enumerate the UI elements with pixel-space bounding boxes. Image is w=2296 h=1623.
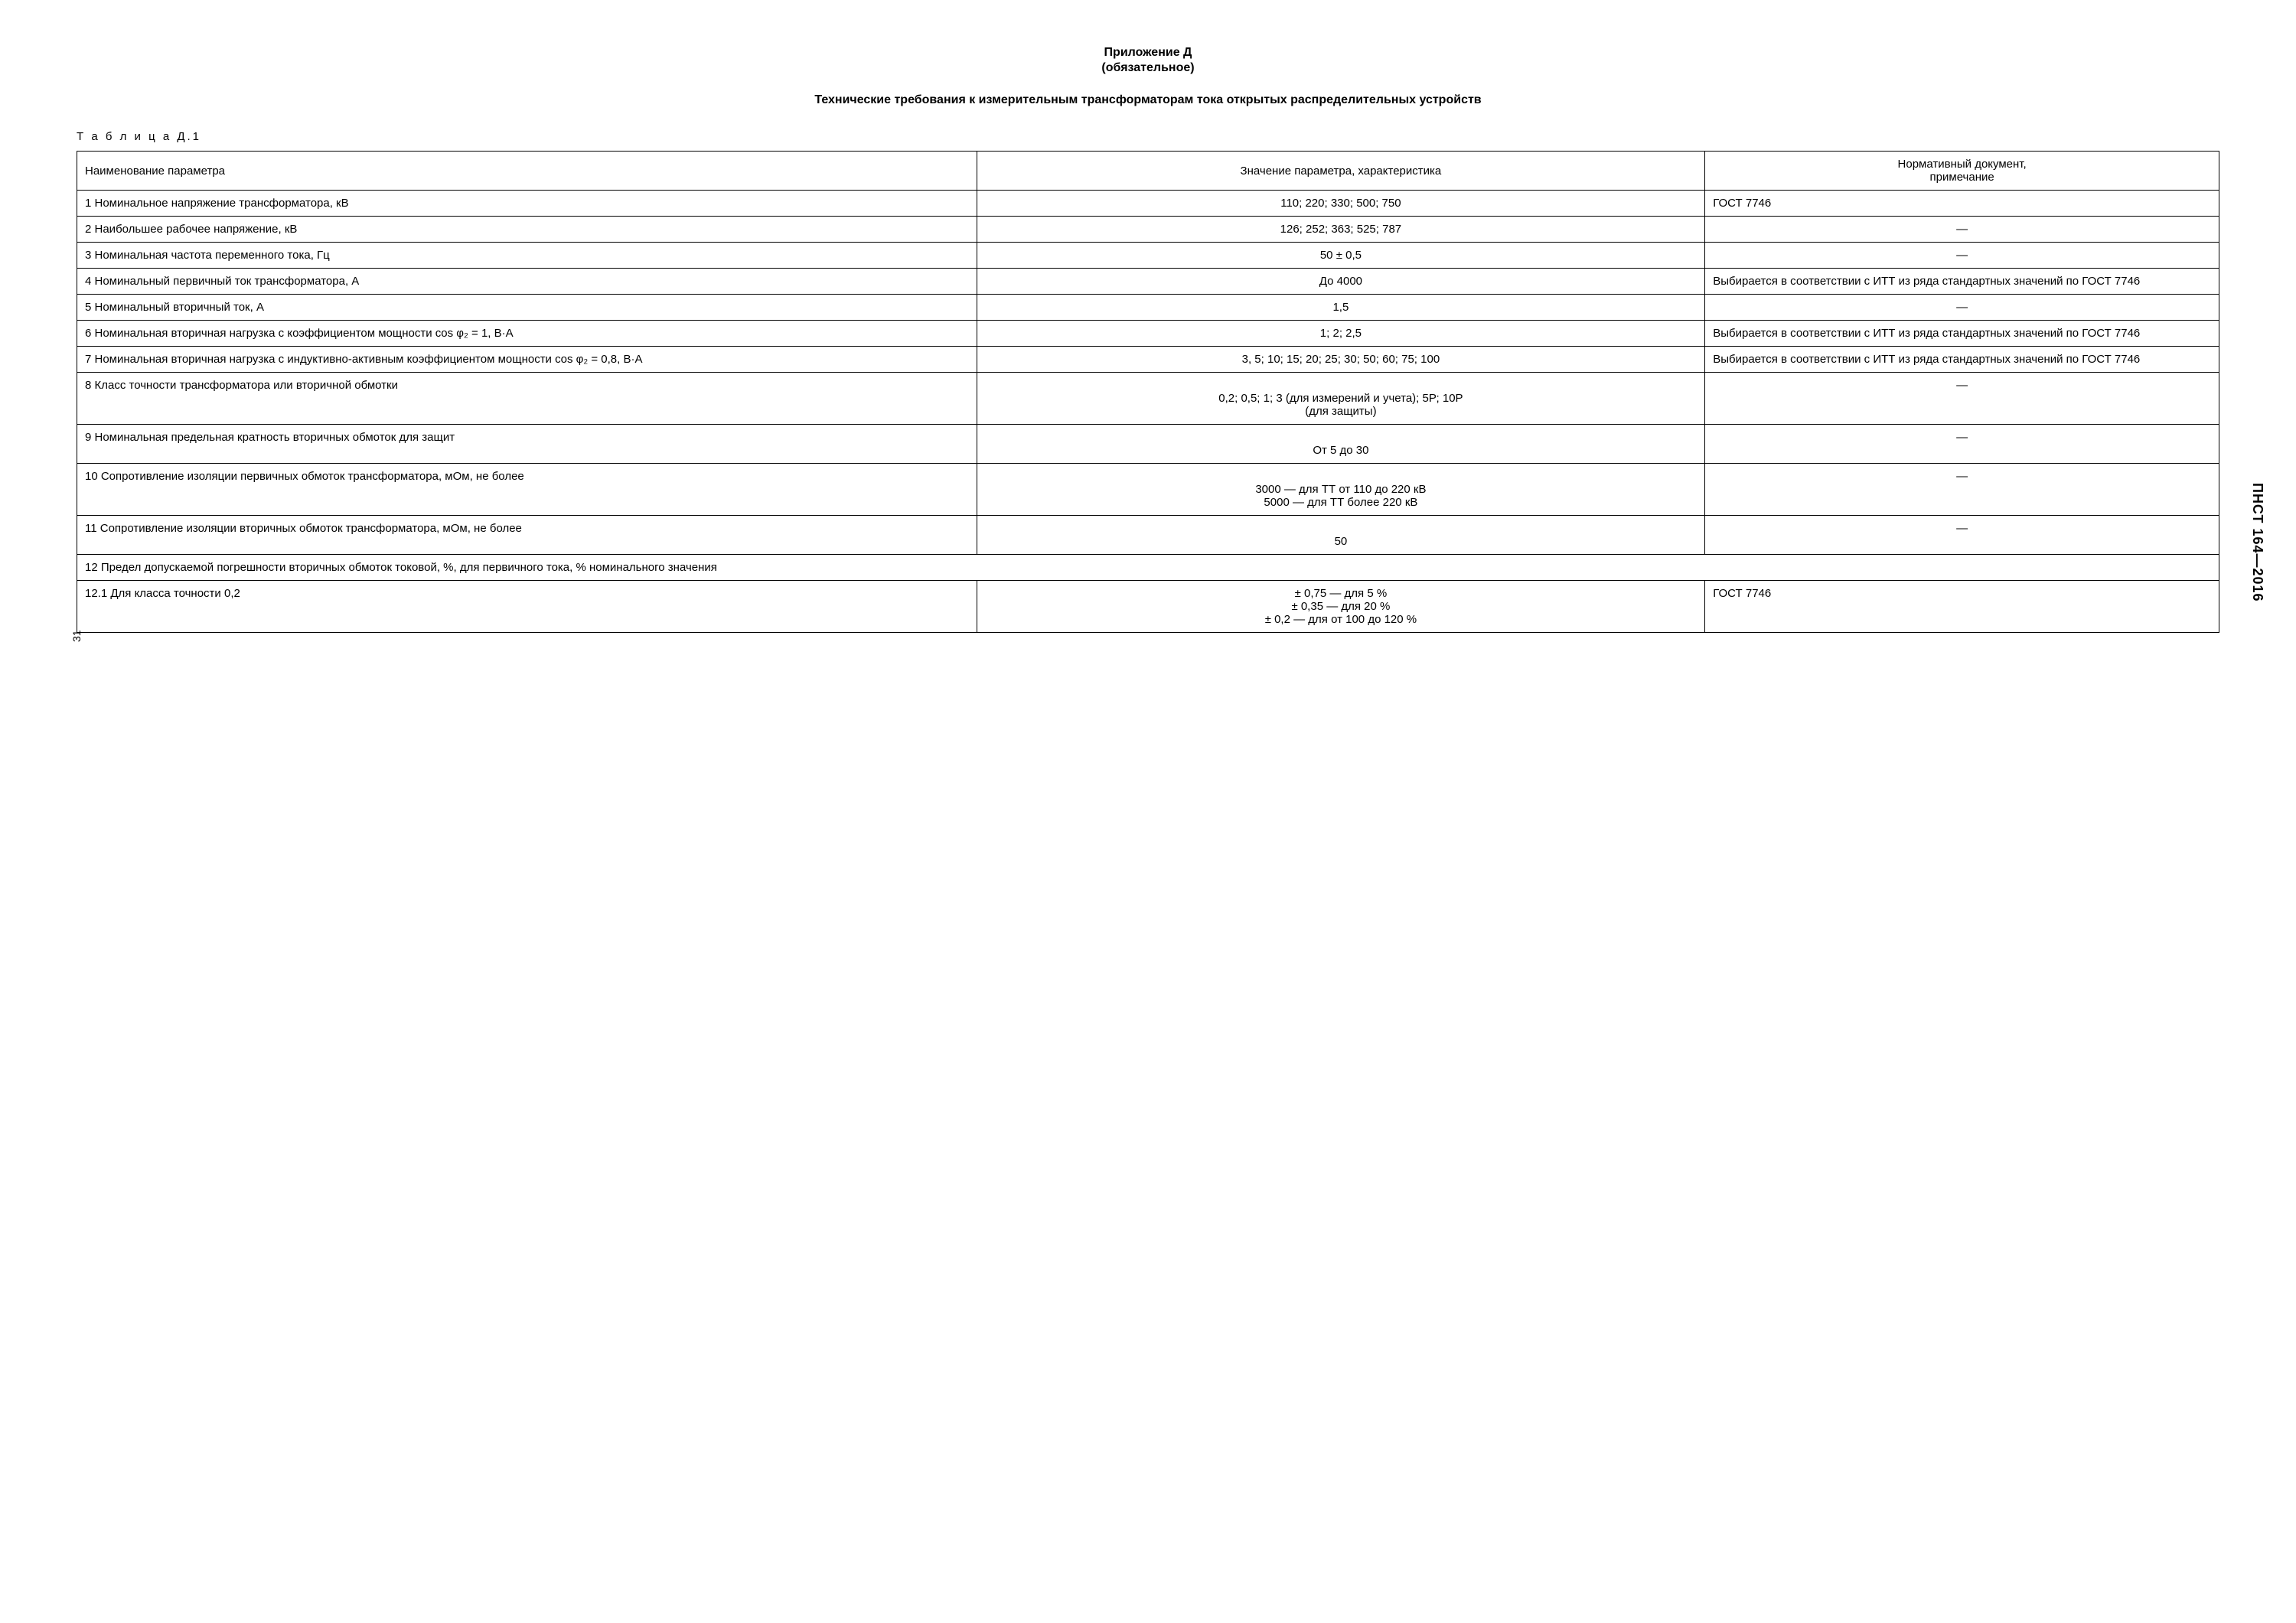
col-header-name: Наименование параметра [77, 152, 977, 191]
cell-value: 3000 — для ТТ от 110 до 220 кВ 5000 — дл… [977, 464, 1705, 516]
col-header-note: Нормативный документ, примечание [1705, 152, 2219, 191]
cell-note: Выбирается в соответствии с ИТТ из ряда … [1705, 347, 2219, 373]
cell-value: 1; 2; 2,5 [977, 321, 1705, 347]
cell-note: — [1705, 373, 2219, 425]
header-block: Приложение Д (обязательное) Технические … [77, 46, 2219, 107]
cell-value: ± 0,75 — для 5 % ± 0,35 — для 20 % ± 0,2… [977, 581, 1705, 633]
appendix-mandatory: (обязательное) [77, 61, 2219, 75]
cell-value: 110; 220; 330; 500; 750 [977, 191, 1705, 217]
cell-name: 7 Номинальная вторичная нагрузка с индук… [77, 347, 977, 373]
table-row: 11 Сопротивление изоляции вторичных обмо… [77, 516, 2219, 555]
cell-value: 126; 252; 363; 525; 787 [977, 217, 1705, 243]
cell-name: 4 Номинальный первичный ток трансформато… [77, 269, 977, 295]
cell-name: 9 Номинальная предельная кратность втори… [77, 425, 977, 464]
appendix-title: Приложение Д [77, 46, 2219, 60]
section-title: Технические требования к измерительным т… [77, 93, 2219, 107]
page-number: 31 [70, 630, 83, 642]
document-code: ПНСТ 164—2016 [2249, 483, 2265, 602]
cell-name: 2 Наибольшее рабочее напряжение, кВ [77, 217, 977, 243]
cell-value: 0,2; 0,5; 1; 3 (для измерений и учета); … [977, 373, 1705, 425]
cell-value: От 5 до 30 [977, 425, 1705, 464]
table-row: 3 Номинальная частота переменного тока, … [77, 243, 2219, 269]
cell-value: 50 ± 0,5 [977, 243, 1705, 269]
cell-note: — [1705, 516, 2219, 555]
parameters-table: Наименование параметра Значение параметр… [77, 151, 2219, 633]
cell-note: — [1705, 295, 2219, 321]
table-row: 12.1 Для класса точности 0,2 ± 0,75 — дл… [77, 581, 2219, 633]
col-header-value: Значение параметра, характеристика [977, 152, 1705, 191]
table-row: 7 Номинальная вторичная нагрузка с индук… [77, 347, 2219, 373]
cell-value: 50 [977, 516, 1705, 555]
cell-span: 12 Предел допускаемой погрешности вторич… [77, 555, 2219, 581]
table-row-span: 12 Предел допускаемой погрешности вторич… [77, 555, 2219, 581]
cell-note: Выбирается в соответствии с ИТТ из ряда … [1705, 269, 2219, 295]
table-caption-text: Т а б л и ц а Д.1 [77, 130, 201, 143]
cell-name: 11 Сопротивление изоляции вторичных обмо… [77, 516, 977, 555]
cell-note: ГОСТ 7746 [1705, 191, 2219, 217]
cell-note: Выбирается в соответствии с ИТТ из ряда … [1705, 321, 2219, 347]
table-row: 5 Номинальный вторичный ток, А 1,5 — [77, 295, 2219, 321]
table-row: 1 Номинальное напряжение трансформатора,… [77, 191, 2219, 217]
cell-name: 5 Номинальный вторичный ток, А [77, 295, 977, 321]
table-caption: Т а б л и ц а Д.1 [77, 130, 2219, 143]
cell-name: 6 Номинальная вторичная нагрузка с коэфф… [77, 321, 977, 347]
cell-name: 12.1 Для класса точности 0,2 [77, 581, 977, 633]
cell-value: 3, 5; 10; 15; 20; 25; 30; 50; 60; 75; 10… [977, 347, 1705, 373]
table-row: 6 Номинальная вторичная нагрузка с коэфф… [77, 321, 2219, 347]
cell-note: — [1705, 464, 2219, 516]
table-row: 10 Сопротивление изоляции первичных обмо… [77, 464, 2219, 516]
cell-name: 3 Номинальная частота переменного тока, … [77, 243, 977, 269]
cell-name: 8 Класс точности трансформатора или втор… [77, 373, 977, 425]
cell-value: До 4000 [977, 269, 1705, 295]
table-row: 2 Наибольшее рабочее напряжение, кВ 126;… [77, 217, 2219, 243]
cell-note: — [1705, 425, 2219, 464]
table-header-row: Наименование параметра Значение параметр… [77, 152, 2219, 191]
table-row: 9 Номинальная предельная кратность втори… [77, 425, 2219, 464]
cell-note: ГОСТ 7746 [1705, 581, 2219, 633]
cell-value: 1,5 [977, 295, 1705, 321]
table-row: 4 Номинальный первичный ток трансформато… [77, 269, 2219, 295]
table-row: 8 Класс точности трансформатора или втор… [77, 373, 2219, 425]
cell-name: 10 Сопротивление изоляции первичных обмо… [77, 464, 977, 516]
cell-note: — [1705, 217, 2219, 243]
cell-name: 1 Номинальное напряжение трансформатора,… [77, 191, 977, 217]
cell-note: — [1705, 243, 2219, 269]
